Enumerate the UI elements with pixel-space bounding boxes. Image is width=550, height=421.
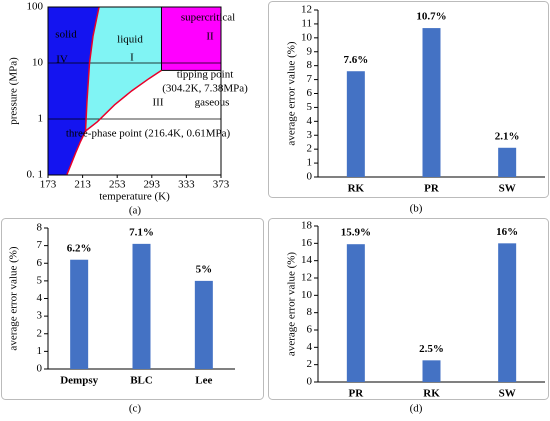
panel-frame (1, 218, 264, 400)
y-tick-label: 12 (301, 4, 312, 16)
panel-frame (268, 1, 549, 198)
bar (498, 147, 517, 177)
y-tick-label: 2 (307, 358, 313, 370)
y-tick-label: 0 (37, 363, 43, 375)
bar (194, 280, 213, 369)
x-tick-label: 373 (213, 179, 230, 191)
bar (70, 259, 89, 369)
y-tick-label: 8 (37, 222, 43, 234)
x-tick-label: SW (499, 183, 516, 195)
y-tick-label: 0 (307, 376, 313, 388)
x-tick-label: 173 (40, 179, 57, 191)
y-axis-label: average error value (%) (286, 252, 298, 356)
y-tick-label: 100 (27, 1, 44, 13)
panel-label: (d) (410, 403, 423, 415)
x-axis-label: temperature (K) (99, 191, 170, 203)
annotation: (304.2K, 7.38MPa) (162, 83, 248, 95)
panel-label: (a) (129, 205, 142, 217)
phase-curve (84, 6, 100, 132)
value-label: 7.6% (343, 54, 368, 66)
y-tick-label: 10 (301, 289, 313, 301)
y-tick-label: 16 (301, 237, 313, 249)
y-tick-label: 7 (307, 73, 313, 85)
panel-label: (b) (410, 203, 423, 215)
y-axis-label: average error value (%) (8, 246, 20, 350)
y-tick-label: 8 (307, 306, 313, 318)
y-tick-label: 1 (38, 113, 44, 125)
y-tick-label: 2 (307, 143, 313, 155)
region-name: liquid (117, 34, 143, 46)
x-tick-label: BLC (130, 375, 153, 387)
y-tick-label: 3 (37, 310, 43, 322)
bar (132, 243, 151, 369)
x-tick-label: 333 (178, 179, 195, 191)
y-tick-label: 18 (301, 220, 313, 232)
y-tick-label: 4 (37, 292, 43, 304)
x-tick-label: Dempsy (60, 375, 98, 387)
y-tick-label: 8 (307, 59, 313, 71)
bar (422, 28, 441, 177)
annotation: tipping point (177, 69, 234, 81)
y-tick-label: 4 (307, 115, 313, 127)
bar (346, 244, 365, 382)
x-tick-label: SW (499, 388, 516, 400)
x-tick-label: 253 (109, 179, 126, 191)
x-tick-label: 293 (144, 179, 161, 191)
x-tick-label: PR (348, 388, 364, 400)
phase-curve (66, 130, 87, 176)
annotation: three-phase point (216.4K, 0.61MPa) (66, 128, 231, 140)
y-tick-label: 0. 1 (27, 169, 44, 181)
y-tick-label: 0 (307, 171, 313, 183)
y-tick-label: 12 (301, 272, 312, 284)
bar (346, 71, 365, 177)
value-label: 6.2% (67, 242, 92, 254)
region-name: supercritical (181, 12, 235, 24)
y-tick-label: 5 (37, 274, 43, 286)
y-tick-label: 5 (307, 101, 313, 113)
y-tick-label: 14 (301, 254, 313, 266)
region (48, 7, 100, 175)
y-tick-label: 7 (37, 239, 43, 251)
x-tick-label: 213 (74, 179, 91, 191)
value-label: 2.1% (495, 130, 520, 142)
region-numeral: III (153, 97, 164, 109)
y-tick-label: 3 (307, 129, 313, 141)
y-tick-label: 2 (37, 327, 43, 339)
region-name: gaseous (195, 97, 230, 109)
x-tick-label: RK (348, 183, 365, 195)
y-tick-label: 6 (307, 87, 313, 99)
y-tick-label: 6 (37, 257, 43, 269)
region-numeral: IV (56, 54, 68, 66)
value-label: 10.7% (416, 11, 446, 23)
x-tick-label: PR (424, 183, 440, 195)
y-axis-label: pressure (MPa) (8, 57, 20, 125)
y-tick-label: 10 (301, 31, 313, 43)
region-name: solid (55, 29, 77, 41)
phase-curve (85, 69, 162, 132)
region (85, 7, 162, 132)
panel-frame (268, 218, 549, 400)
y-tick-label: 11 (301, 17, 312, 29)
value-label: 5% (196, 263, 213, 275)
value-label: 15.9% (341, 227, 371, 239)
bar (498, 243, 517, 382)
region-numeral: I (130, 52, 134, 64)
y-axis-label: average error value (%) (286, 41, 298, 145)
plot-frame (47, 6, 222, 176)
y-tick-label: 1 (37, 345, 43, 357)
y-tick-label: 9 (307, 45, 313, 57)
value-label: 2.5% (419, 343, 444, 355)
bar (422, 360, 441, 382)
value-label: 16% (496, 226, 518, 238)
y-tick-label: 1 (307, 157, 313, 169)
y-tick-label: 10 (32, 57, 44, 69)
x-tick-label: Lee (195, 375, 212, 387)
x-tick-label: RK (423, 388, 440, 400)
region-numeral: II (206, 31, 214, 43)
panel-label: (c) (129, 403, 142, 415)
y-tick-label: 4 (307, 341, 313, 353)
value-label: 7.1% (129, 226, 154, 238)
y-tick-label: 6 (307, 324, 313, 336)
